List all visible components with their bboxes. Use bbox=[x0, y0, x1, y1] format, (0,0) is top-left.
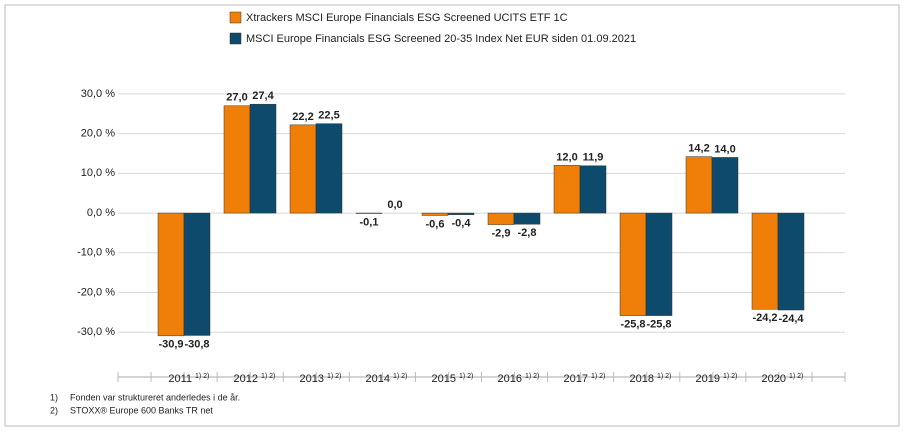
data-label: -0,1 bbox=[360, 216, 379, 228]
footnote-marker: 2) bbox=[50, 405, 58, 415]
legend-swatch bbox=[229, 11, 242, 24]
data-label: -0,4 bbox=[452, 218, 472, 230]
x-tick-label: 2012 bbox=[234, 373, 258, 385]
y-tick-label: -10,0 % bbox=[77, 247, 115, 259]
x-tick-label: 2014 bbox=[366, 373, 390, 385]
x-tick-note: 1) 2) bbox=[393, 373, 407, 380]
data-label: -0,6 bbox=[426, 218, 445, 230]
y-tick-label: -20,0 % bbox=[77, 286, 115, 298]
frame bbox=[4, 4, 900, 427]
data-label: -24,2 bbox=[752, 312, 777, 324]
data-label: 14,2 bbox=[688, 143, 709, 155]
bar bbox=[579, 165, 607, 214]
bar bbox=[183, 212, 211, 336]
bar bbox=[685, 156, 713, 214]
y-tick-label: -30,0 % bbox=[77, 326, 115, 338]
bar bbox=[711, 157, 739, 214]
bar bbox=[223, 105, 251, 214]
x-tick-label: 2020 bbox=[762, 373, 786, 385]
bar bbox=[289, 124, 317, 214]
x-tick-note: 1) 2) bbox=[195, 373, 209, 380]
data-label: -30,8 bbox=[184, 338, 209, 350]
data-label: 14,0 bbox=[714, 143, 735, 155]
footnote: STOXX® Europe 600 Banks TR net bbox=[70, 405, 213, 415]
bar bbox=[513, 212, 541, 225]
data-label: -2,9 bbox=[492, 227, 511, 239]
y-tick-label: 10,0 % bbox=[81, 167, 115, 179]
data-label: -25,8 bbox=[620, 318, 645, 330]
x-tick-note: 1) 2) bbox=[459, 373, 473, 380]
x-tick-label: 2019 bbox=[696, 373, 720, 385]
data-label: 22,5 bbox=[318, 110, 339, 122]
x-tick-note: 1) 2) bbox=[789, 373, 803, 380]
x-tick-label: 2013 bbox=[300, 373, 324, 385]
data-label: 27,0 bbox=[226, 92, 247, 104]
bar bbox=[619, 212, 647, 316]
data-label: 12,0 bbox=[556, 151, 577, 163]
legend-label: Xtrackers MSCI Europe Financials ESG Scr… bbox=[246, 12, 568, 24]
x-tick-note: 1) 2) bbox=[591, 373, 605, 380]
y-tick-label: 0,0 % bbox=[87, 207, 115, 219]
data-label: -30,9 bbox=[158, 339, 183, 351]
footnote-marker: 1) bbox=[50, 392, 58, 402]
data-label: 22,2 bbox=[292, 111, 313, 123]
x-tick-note: 1) 2) bbox=[525, 373, 539, 380]
bar bbox=[447, 212, 475, 215]
bar bbox=[249, 103, 277, 214]
legend-swatch bbox=[229, 32, 242, 45]
y-tick-label: 30,0 % bbox=[81, 88, 115, 100]
bar bbox=[487, 212, 515, 225]
data-label: -25,8 bbox=[646, 318, 671, 330]
x-tick-note: 1) 2) bbox=[261, 373, 275, 380]
bar bbox=[421, 212, 449, 216]
x-tick-note: 1) 2) bbox=[657, 373, 671, 380]
x-tick-note: 1) 2) bbox=[327, 373, 341, 380]
bar bbox=[777, 212, 805, 311]
x-tick-label: 2017 bbox=[564, 373, 588, 385]
data-label: 11,9 bbox=[583, 152, 604, 164]
data-label: 0,0 bbox=[387, 199, 402, 211]
bar bbox=[315, 123, 343, 214]
y-tick-label: 20,0 % bbox=[81, 128, 115, 140]
bar bbox=[645, 212, 673, 316]
x-tick-label: 2016 bbox=[498, 373, 522, 385]
data-label: -24,4 bbox=[778, 313, 804, 325]
bar bbox=[157, 212, 185, 337]
footnote: Fonden var struktureret anderledes i de … bbox=[70, 392, 240, 402]
bar bbox=[751, 212, 779, 310]
x-tick-note: 1) 2) bbox=[723, 373, 737, 380]
data-label: 27,4 bbox=[252, 90, 274, 102]
x-tick-label: 2011 bbox=[168, 373, 192, 385]
data-label: -2,8 bbox=[518, 227, 537, 239]
legend-label: MSCI Europe Financials ESG Screened 20-3… bbox=[246, 33, 636, 45]
bar bbox=[553, 165, 581, 214]
x-tick-label: 2015 bbox=[432, 373, 456, 385]
x-tick-label: 2018 bbox=[630, 373, 654, 385]
